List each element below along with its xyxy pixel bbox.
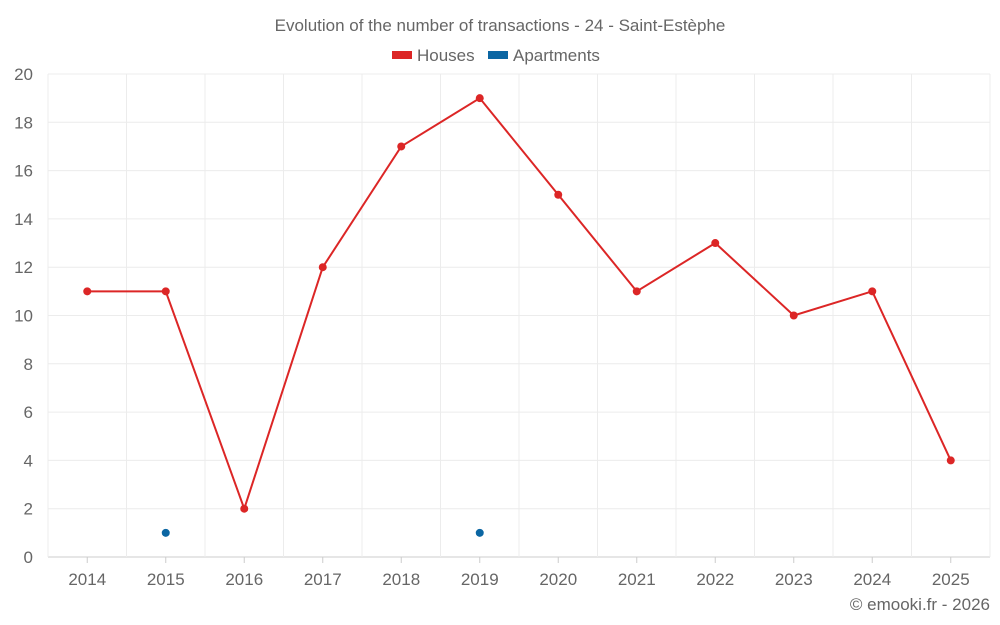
chart-title: Evolution of the number of transactions …	[275, 16, 726, 35]
x-tick-label: 2021	[618, 570, 656, 589]
data-point-houses	[711, 239, 720, 248]
data-point-houses	[868, 287, 877, 296]
data-point-houses	[475, 94, 484, 103]
data-point-houses	[240, 504, 249, 513]
series-line-houses	[87, 96, 952, 512]
credit-text: © emooki.fr - 2026	[850, 595, 990, 614]
x-tick-label: 2016	[225, 570, 263, 589]
y-tick-label: 2	[24, 500, 33, 519]
x-tick-label: 2014	[68, 570, 106, 589]
y-tick-label: 0	[24, 548, 33, 567]
data-point-houses	[632, 287, 641, 296]
x-tick-label: 2022	[696, 570, 734, 589]
x-tick-label: 2019	[461, 570, 499, 589]
data-point-houses	[161, 287, 170, 296]
x-tick-label: 2017	[304, 570, 342, 589]
legend-label-apartments: Apartments	[513, 46, 600, 65]
y-tick-label: 10	[14, 307, 33, 326]
series	[83, 94, 955, 537]
data-point-houses	[318, 263, 327, 272]
x-tick-label: 2023	[775, 570, 813, 589]
data-point-houses	[554, 190, 563, 199]
legend-swatch-apartments	[488, 51, 508, 59]
y-tick-label: 14	[14, 210, 33, 229]
y-tick-label: 20	[14, 65, 33, 84]
x-tick-label: 2015	[147, 570, 185, 589]
data-point-apartments	[475, 528, 484, 537]
data-point-houses	[83, 287, 92, 296]
x-tick-label: 2020	[539, 570, 577, 589]
data-point-houses	[946, 456, 955, 465]
y-tick-label: 6	[24, 403, 33, 422]
y-tick-label: 4	[24, 451, 33, 470]
legend-label-houses: Houses	[417, 46, 475, 65]
x-tick-label: 2018	[382, 570, 420, 589]
data-point-apartments	[161, 528, 170, 537]
grid	[47, 73, 991, 558]
x-tick-label: 2025	[932, 570, 970, 589]
axes: 0 2 4 6 8 10 12 14 16 18 20 2014 2015 2016 2017 2018 201…	[14, 65, 970, 589]
y-tick-label: 18	[14, 113, 33, 132]
y-tick-label: 12	[14, 258, 33, 277]
y-tick-label: 8	[24, 355, 33, 374]
legend: Houses Apartments	[392, 46, 600, 65]
data-point-houses	[789, 311, 798, 320]
x-tick-label: 2024	[853, 570, 891, 589]
legend-swatch-houses	[392, 51, 412, 59]
y-tick-label: 16	[14, 162, 33, 181]
data-point-houses	[397, 142, 406, 151]
